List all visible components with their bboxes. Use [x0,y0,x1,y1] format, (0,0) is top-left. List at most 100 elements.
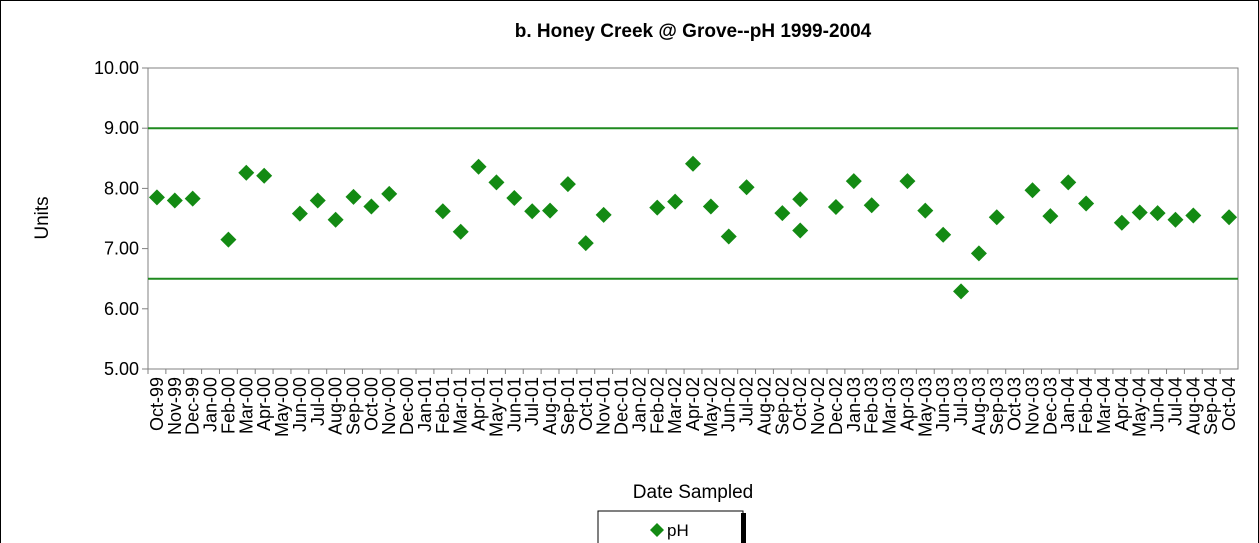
x-tick-label: Apr-00 [254,377,274,431]
x-tick-label: May-02 [701,377,721,437]
data-point [863,197,880,214]
y-tick-label: 5.00 [104,359,139,379]
data-point [1185,207,1202,224]
x-tick-label: Dec-03 [1040,377,1060,435]
data-point [774,205,791,222]
x-tick-label: Aug-01 [540,377,560,435]
x-tick-label: Jun-03 [933,377,953,432]
data-point [1060,174,1077,191]
x-tick-label: Mar-01 [451,377,471,434]
x-tick-label: Dec-00 [397,377,417,435]
data-point [220,231,237,248]
data-point [935,226,952,243]
x-tick-label: Dec-99 [183,377,203,435]
data-point [702,198,719,215]
x-tick-label: Nov-99 [165,377,185,435]
x-tick-label: May-00 [272,377,292,437]
data-point [470,158,487,175]
x-tick-label: Jun-04 [1148,377,1168,432]
data-point [256,167,273,184]
x-tick-label: May-04 [1130,377,1150,437]
data-point [667,193,684,210]
legend-label: pH [667,521,689,540]
data-point [345,188,362,205]
x-tick-label: Jul-01 [522,377,542,426]
x-tick-label: May-03 [915,377,935,437]
plot-area [147,67,1239,370]
y-axis-label: Units [32,196,53,239]
x-tick-label: Jun-02 [719,377,739,432]
x-tick-label: Feb-00 [218,377,238,434]
x-tick-label: Jan-02 [629,377,649,432]
data-point [1131,204,1148,221]
data-point [1078,195,1095,212]
data-point [917,202,934,219]
x-tick-label: Dec-01 [612,377,632,435]
data-point [1042,208,1059,225]
x-tick-label: Sep-00 [343,377,363,435]
x-tick-label: Aug-00 [326,377,346,435]
data-point [166,192,183,209]
data-point [827,199,844,216]
x-tick-label: Jun-01 [504,377,524,432]
data-point [184,190,201,207]
x-tick-label: Apr-03 [897,377,917,431]
x-tick-label: Jan-01 [415,377,435,432]
data-point [559,176,576,193]
data-point [434,203,451,220]
x-tick-label: Sep-01 [558,377,578,435]
x-tick-label: Feb-03 [862,377,882,434]
data-point [720,228,737,245]
data-point [1221,209,1238,226]
legend-box [597,510,744,543]
data-point [792,191,809,208]
x-tick-label: Jun-00 [290,377,310,432]
x-tick-label: Sep-04 [1201,377,1221,435]
legend-shadow [741,513,746,543]
data-point [970,245,987,262]
x-tick-label: Oct-00 [361,377,381,431]
x-tick-label: Aug-03 [969,377,989,435]
x-tick-label: May-01 [486,377,506,437]
data-point [381,185,398,202]
data-point [792,222,809,239]
y-tick-label: 7.00 [104,239,139,259]
x-tick-label: Aug-02 [754,377,774,435]
x-tick-label: Nov-02 [808,377,828,435]
data-point [1149,205,1166,222]
x-tick-label: Sep-03 [987,377,1007,435]
x-tick-label: Oct-04 [1219,377,1239,431]
x-tick-label: Nov-03 [1023,377,1043,435]
x-tick-label: Feb-01 [433,377,453,434]
data-point [1167,211,1184,228]
x-axis-label: Date Sampled [633,482,753,503]
x-tick-label: Jul-04 [1165,377,1185,426]
x-tick-label: Sep-02 [772,377,792,435]
x-tick-label: Jan-00 [201,377,221,432]
data-point [488,174,505,191]
data-point [685,155,701,172]
chart-title: b. Honey Creek @ Grove--pH 1999-2004 [515,21,872,42]
x-tick-label: Mar-02 [665,377,685,434]
data-point [1113,214,1130,231]
data-point [524,203,541,220]
data-point [452,223,469,240]
legend-marker [650,523,664,537]
x-tick-label: Dec-02 [826,377,846,435]
y-tick-label: 10.00 [94,58,139,78]
data-point [291,205,308,222]
x-tick-label: Nov-01 [594,377,614,435]
x-tick-label: Mar-04 [1094,377,1114,434]
x-tick-label: Apr-01 [469,377,489,431]
data-point [988,209,1005,226]
x-tick-label: Oct-03 [1005,377,1025,431]
x-tick-label: Mar-00 [236,377,256,434]
data-point [327,211,344,228]
data-point [148,189,165,206]
data-point [845,173,862,190]
x-tick-label: Apr-02 [683,377,703,431]
y-tick-label: 9.00 [104,118,139,138]
data-point [363,198,380,215]
data-point [649,199,666,216]
x-tick-label: Mar-03 [880,377,900,434]
